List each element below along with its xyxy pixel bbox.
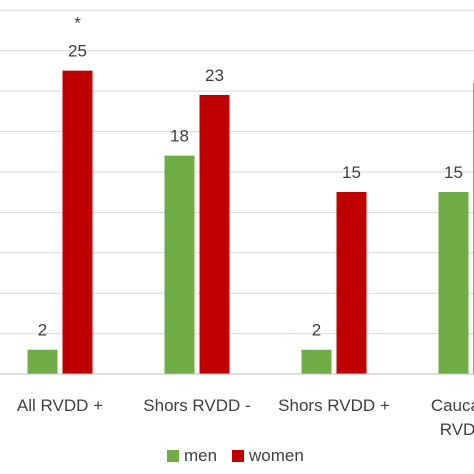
data-label-women-1: 23 <box>205 66 224 85</box>
bar-men-0 <box>27 349 58 374</box>
data-label-women-0: 25 <box>68 42 87 61</box>
data-label-men-3: 15 <box>444 163 463 182</box>
tick-label-1-0: Shors RVDD - <box>143 396 250 415</box>
data-label-men-1: 18 <box>170 127 189 146</box>
legend-swatch-women <box>232 450 244 462</box>
x-tick-labels: All RVDD + Shors RVDD - Shors RVDD + Caucas… <box>17 396 474 439</box>
bar-men-3 <box>438 192 469 374</box>
legend-label-women: women <box>248 446 304 465</box>
data-labels: 22518232151524* <box>38 14 463 340</box>
tick-label-0-0: All RVDD + <box>17 396 103 415</box>
bar-women-2 <box>336 192 367 374</box>
bar-women-0 <box>62 70 93 375</box>
bar-men-1 <box>164 155 195 374</box>
legend-label-men: men <box>184 446 217 465</box>
data-label-women-2: 15 <box>342 163 361 182</box>
tick-label-2-0: Shors RVDD + <box>278 396 390 415</box>
bars <box>27 70 474 375</box>
tick-label-3-0: Caucasian <box>431 396 474 415</box>
data-label-men-0: 2 <box>38 321 47 340</box>
annotation-0: * <box>74 14 81 33</box>
tick-label-3-1: RVDD + <box>440 420 474 439</box>
legend-swatch-men <box>167 450 179 462</box>
data-label-men-2: 2 <box>312 321 321 340</box>
legend: men women <box>167 446 304 465</box>
bar-women-1 <box>199 94 230 374</box>
bar-men-2 <box>301 349 332 374</box>
